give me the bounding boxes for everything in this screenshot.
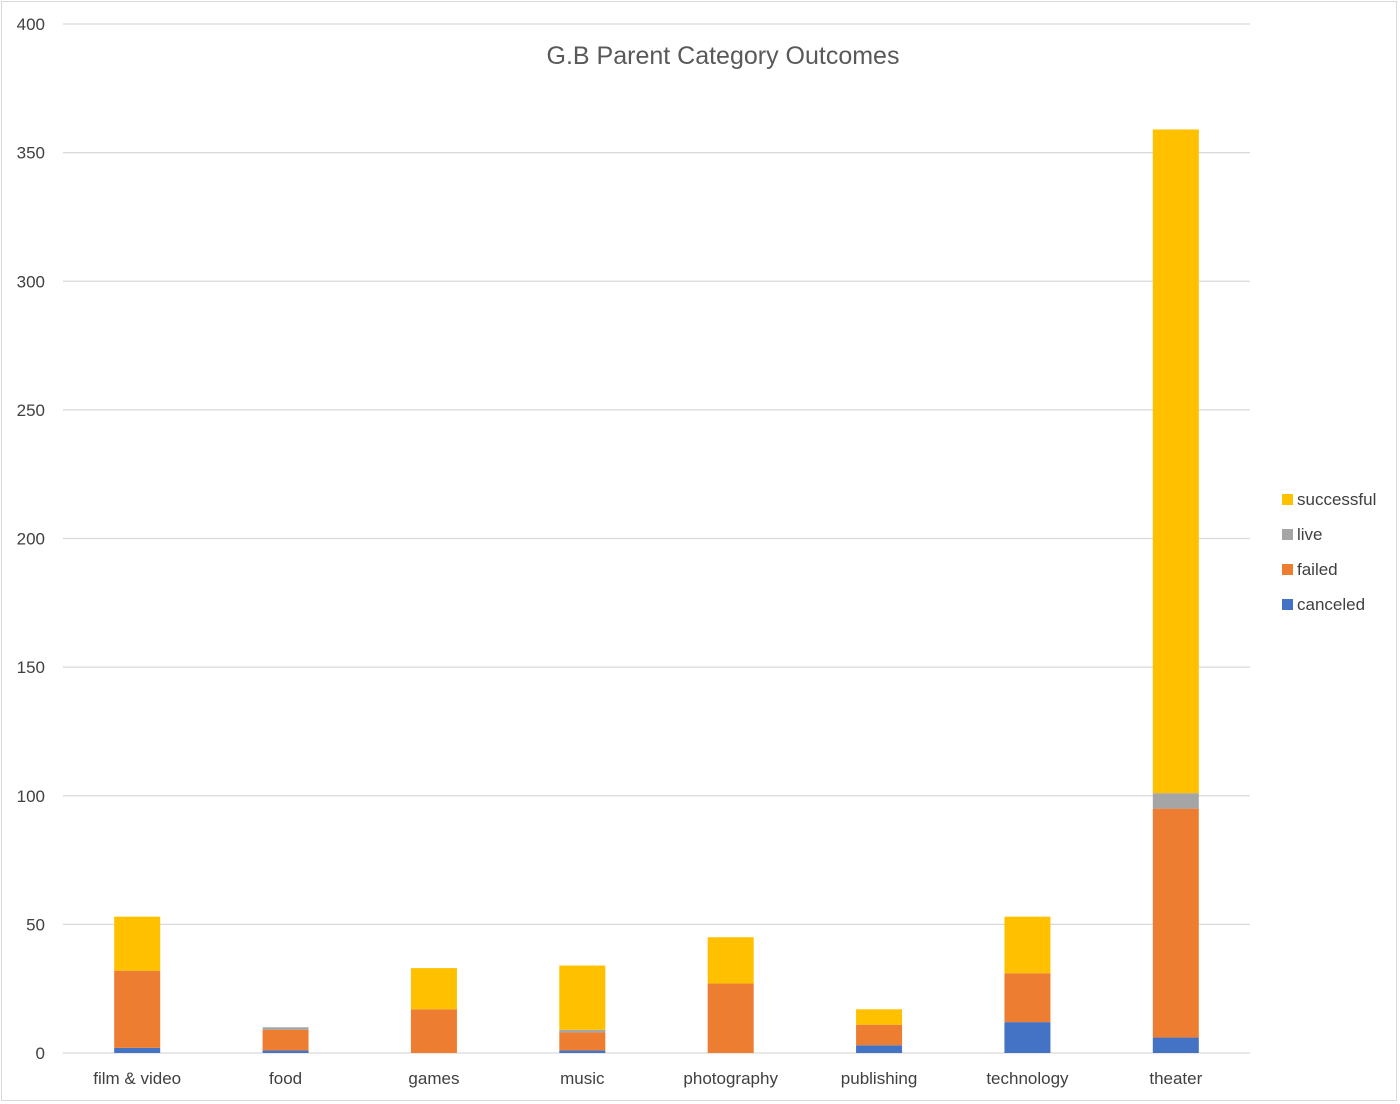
bar-music-failed xyxy=(559,1032,606,1051)
y-tick-label-150: 150 xyxy=(17,658,45,677)
y-tick-label-350: 350 xyxy=(17,144,45,163)
x-tick-label-food: food xyxy=(269,1069,302,1088)
y-axis-tick-labels: 0 50 100 150 200 250 300 350 400 xyxy=(17,15,45,1063)
x-tick-label-music: music xyxy=(560,1069,605,1088)
x-axis-tick-labels: film & video food games music photography pub… xyxy=(93,1069,1202,1088)
x-tick-label-theater: theater xyxy=(1149,1069,1202,1088)
legend-label-live: live xyxy=(1297,525,1323,544)
bar-technology-failed xyxy=(1004,973,1051,1023)
bar-photography-failed xyxy=(707,983,754,1053)
bar-technology-canceled xyxy=(1004,1022,1051,1053)
y-tick-label-100: 100 xyxy=(17,787,45,806)
bar-film-video-canceled xyxy=(114,1047,161,1053)
bar-food-live xyxy=(262,1027,309,1030)
legend-swatch-failed xyxy=(1282,564,1293,575)
bar-film-video-successful xyxy=(114,916,161,971)
legend-swatch-successful xyxy=(1282,494,1293,505)
bar-publishing-successful xyxy=(856,1009,903,1025)
y-tick-label-250: 250 xyxy=(17,401,45,420)
x-tick-label-publishing: publishing xyxy=(841,1069,918,1088)
gridlines xyxy=(63,23,1250,1054)
bar-publishing-failed xyxy=(856,1024,903,1046)
bar-music-successful xyxy=(559,965,606,1030)
bar-food-failed xyxy=(262,1029,309,1051)
y-tick-label-0: 0 xyxy=(36,1044,45,1063)
bar-theater-live xyxy=(1152,793,1199,809)
chart-title: G.B Parent Category Outcomes xyxy=(547,42,900,70)
legend-swatch-live xyxy=(1282,529,1293,540)
bar-music-live xyxy=(559,1029,606,1033)
x-tick-label-games: games xyxy=(408,1069,459,1088)
x-tick-label-film-video: film & video xyxy=(93,1069,181,1088)
y-tick-label-200: 200 xyxy=(17,530,45,549)
legend: successful live failed canceled xyxy=(1282,490,1376,614)
y-tick-label-50: 50 xyxy=(26,915,45,934)
y-tick-label-300: 300 xyxy=(17,272,45,291)
bar-games-failed xyxy=(410,1009,457,1053)
bar-theater-successful xyxy=(1152,129,1199,794)
bar-food-canceled xyxy=(262,1050,309,1053)
bar-technology-successful xyxy=(1004,916,1051,974)
bar-theater-failed xyxy=(1152,808,1199,1038)
x-tick-label-technology: technology xyxy=(986,1069,1069,1088)
bar-games-successful xyxy=(410,968,457,1010)
legend-swatch-canceled xyxy=(1282,599,1293,610)
bar-theater-canceled xyxy=(1152,1037,1199,1053)
legend-label-failed: failed xyxy=(1297,560,1338,579)
bars xyxy=(114,129,1199,1053)
legend-label-successful: successful xyxy=(1297,490,1376,509)
bar-film-video-failed xyxy=(114,970,161,1048)
legend-label-canceled: canceled xyxy=(1297,595,1365,614)
y-tick-label-400: 400 xyxy=(17,15,45,34)
bar-photography-successful xyxy=(707,937,754,984)
bar-music-canceled xyxy=(559,1050,606,1053)
x-tick-label-photography: photography xyxy=(683,1069,778,1088)
bar-publishing-canceled xyxy=(856,1045,903,1053)
